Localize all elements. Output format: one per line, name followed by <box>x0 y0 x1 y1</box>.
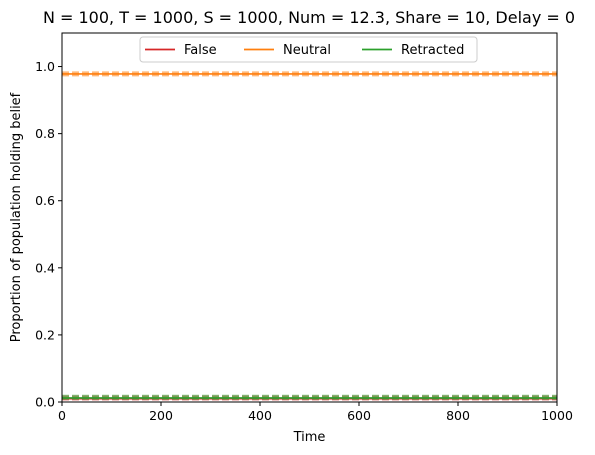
y-tick-label: 0.2 <box>35 327 55 342</box>
x-tick-label: 1000 <box>541 408 573 423</box>
y-tick-label: 0.8 <box>35 126 55 141</box>
y-tick-label: 0.4 <box>35 260 55 275</box>
legend: False Neutral Retracted <box>139 36 478 63</box>
legend-box <box>139 36 478 63</box>
y-tick-label: 1.0 <box>35 59 55 74</box>
x-axis-label: Time <box>293 430 326 445</box>
chart-title: N = 100, T = 1000, S = 1000, Num = 12.3,… <box>43 8 575 27</box>
legend-label-false: False <box>184 43 217 58</box>
plot-frame <box>61 32 558 403</box>
y-axis-label: Proportion of population holding belief <box>9 92 24 342</box>
y-tick-label: 0.6 <box>35 193 55 208</box>
x-tick-label: 0 <box>58 408 66 423</box>
x-tick-label: 600 <box>347 408 371 423</box>
x-tick-label: 400 <box>248 408 272 423</box>
x-tick-label: 200 <box>149 408 173 423</box>
legend-label-neutral: Neutral <box>283 43 331 58</box>
y-tick-label: 0.0 <box>35 395 55 410</box>
legend-label-retracted: Retracted <box>401 43 464 58</box>
x-tick-label: 800 <box>446 408 470 423</box>
